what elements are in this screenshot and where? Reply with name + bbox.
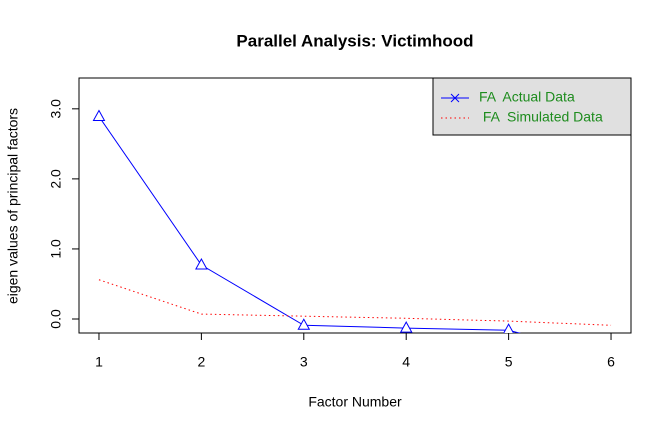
x-tick-label: 4	[402, 354, 410, 370]
point-marker	[297, 318, 311, 330]
legend-label: FA Actual Data	[479, 89, 575, 105]
x-axis-label: Factor Number	[308, 394, 402, 410]
y-axis-label: eigen values of principal factors	[5, 108, 21, 304]
chart-title: Parallel Analysis: Victimhood	[236, 31, 473, 50]
y-tick-label: 1.0	[48, 239, 64, 259]
y-tick-label: 3.0	[48, 99, 64, 119]
x-tick-label: 5	[505, 354, 513, 370]
y-tick-label: 2.0	[48, 169, 64, 189]
point-marker	[195, 258, 208, 270]
x-tick-label: 3	[300, 354, 308, 370]
point-marker	[399, 321, 413, 333]
series-line	[98, 116, 522, 333]
legend-label: FA Simulated Data	[479, 109, 603, 125]
point-marker	[503, 323, 515, 333]
point-marker	[92, 109, 106, 122]
series-line	[98, 279, 612, 326]
x-tick-label: 1	[95, 354, 103, 370]
plot-area	[92, 109, 612, 333]
y-tick-label: 0.0	[48, 309, 64, 329]
legend-box	[432, 77, 632, 136]
legend-marker	[450, 93, 460, 103]
x-tick-label: 2	[197, 354, 205, 370]
x-tick-label: 6	[607, 354, 615, 370]
